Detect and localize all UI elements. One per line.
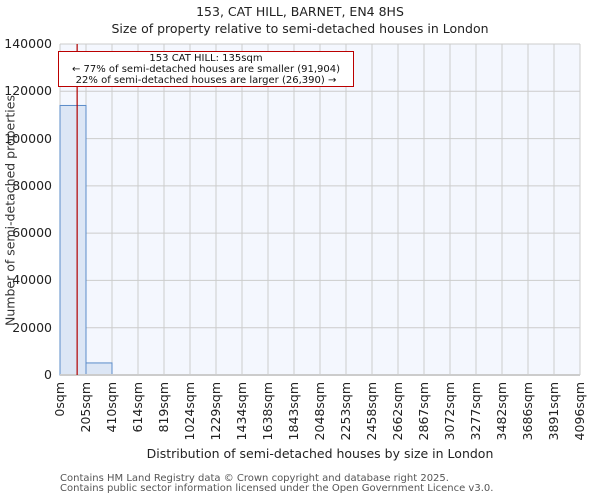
x-tick-label: 1024sqm (182, 382, 197, 441)
y-tick-label: 120000 (4, 83, 52, 99)
x-tick-label: 3277sqm (468, 382, 483, 441)
histogram-bar (85, 362, 113, 376)
x-tick-label: 0sqm (52, 382, 67, 417)
footer-copyright: Contains HM Land Registry data © Crown c… (60, 473, 449, 484)
x-tick-label: 1843sqm (286, 382, 301, 441)
y-tick-label: 40000 (12, 272, 52, 288)
x-tick-label: 205sqm (78, 382, 93, 433)
x-tick-label: 2253sqm (338, 382, 353, 441)
x-tick-label: 1434sqm (234, 382, 249, 441)
x-tick-label: 1638sqm (260, 382, 275, 441)
x-tick-label: 4096sqm (572, 382, 587, 441)
y-tick-label: 0 (44, 367, 52, 382)
x-tick-label: 3686sqm (520, 382, 535, 441)
x-tick-label: 3482sqm (494, 382, 509, 441)
y-tick-label: 60000 (12, 225, 52, 241)
y-axis-label: Number of semi-detached properties (2, 95, 18, 326)
x-tick-label: 614sqm (130, 382, 145, 433)
chart-subtitle: Size of property relative to semi-detach… (111, 21, 489, 36)
footer-licence: Contains public sector information licen… (60, 483, 494, 494)
x-tick-label: 2867sqm (416, 382, 431, 441)
x-tick-label: 3072sqm (442, 382, 457, 441)
y-tick-label: 80000 (12, 177, 52, 193)
annotation-smaller: ← 77% of semi-detached houses are smalle… (71, 64, 341, 75)
x-tick-label: 2662sqm (390, 382, 405, 441)
chart-title: 153, CAT HILL, BARNET, EN4 8HS (196, 4, 404, 19)
x-tick-label: 410sqm (104, 382, 119, 433)
x-tick-label: 819sqm (156, 382, 171, 433)
annotation-larger: 22% of semi-detached houses are larger (… (75, 75, 337, 86)
x-tick-label: 2048sqm (312, 382, 327, 441)
x-tick-label: 2458sqm (364, 382, 379, 441)
y-tick-label: 20000 (12, 319, 52, 335)
histogram-bar (59, 104, 87, 376)
annotation-title: 153 CAT HILL: 135sqm (149, 53, 263, 64)
x-tick-label: 3891sqm (546, 382, 561, 441)
x-axis-label: Distribution of semi-detached houses by … (146, 446, 494, 461)
y-tick-label: 140000 (4, 36, 52, 51)
property-annotation-box: 153 CAT HILL: 135sqm ← 77% of semi-detac… (58, 51, 354, 87)
x-tick-label: 1229sqm (208, 382, 223, 441)
y-tick-label: 100000 (4, 130, 52, 146)
